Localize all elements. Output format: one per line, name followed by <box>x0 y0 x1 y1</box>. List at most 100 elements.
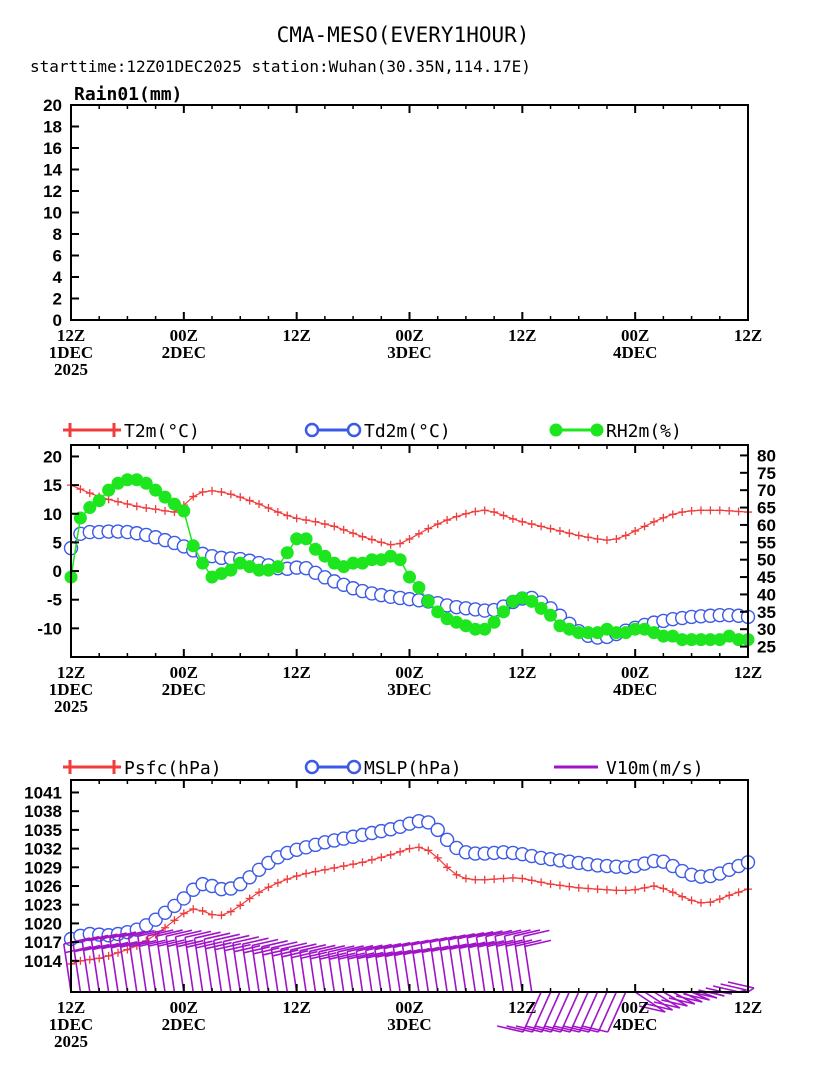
psfc-marker <box>574 883 583 892</box>
rh2m-marker <box>656 629 670 643</box>
rh-y-tick-label: 40 <box>757 585 776 604</box>
t2m-marker <box>631 526 640 535</box>
x-date-label: 3DEC <box>387 343 431 362</box>
wind-barb-flag <box>430 935 457 944</box>
psfc-marker <box>433 853 442 862</box>
t2m-marker <box>255 500 264 509</box>
t2m-marker <box>349 529 358 538</box>
temp-y-tick-label: 15 <box>43 476 62 495</box>
wind-barb-flag <box>638 1005 666 1013</box>
t2m-marker <box>725 506 734 515</box>
chart-title: CMA-MESO(EVERY1HOUR) <box>277 23 530 47</box>
wind-barb-flag <box>515 939 542 947</box>
t2m-marker <box>612 534 621 543</box>
wind-barb-flag <box>271 941 298 949</box>
psfc-marker <box>621 886 630 895</box>
t2m-marker <box>471 507 480 516</box>
wind-barb-flag <box>477 940 505 948</box>
legend-t2m-label: T2m(°C) <box>124 421 200 442</box>
wind-barb-staff <box>569 991 589 1033</box>
press-y-tick-label: 1041 <box>24 783 62 802</box>
legend-td2m: Td2m(°C) <box>304 421 451 442</box>
rh2m-marker <box>403 570 416 584</box>
rh2m-marker <box>544 608 558 622</box>
rh2m-marker <box>393 553 407 567</box>
psfc-marker <box>696 898 705 907</box>
t2m-marker <box>264 504 273 513</box>
legend-psfc-label: Psfc(hPa) <box>124 758 222 779</box>
psfc-marker <box>508 873 517 882</box>
wind-barb-flag <box>439 934 466 942</box>
wind-barb-flag <box>513 929 541 937</box>
rh-y-tick-label: 65 <box>757 499 776 518</box>
psfc-marker <box>668 888 677 897</box>
t2m-marker <box>508 514 517 523</box>
x-year-label: 2025 <box>54 1032 88 1051</box>
wind-barb-flag <box>356 944 383 952</box>
t2m-marker <box>226 490 235 499</box>
wind-barb-flag <box>272 949 299 957</box>
legend-t2m: T2m(°C) <box>63 421 200 442</box>
psfc-marker <box>283 875 292 884</box>
mslp-marker <box>421 815 436 830</box>
psfc-marker <box>226 907 235 916</box>
psfc-marker <box>405 844 414 853</box>
wind-barb-flag <box>214 942 242 951</box>
psfc-marker <box>161 923 170 932</box>
wind-barb-flag <box>129 939 157 948</box>
psfc-marker <box>292 872 301 881</box>
psfc-marker <box>584 884 593 893</box>
wind-barb-flag <box>186 940 213 948</box>
psfc-marker <box>640 883 649 892</box>
wind-barb-flag <box>524 939 552 948</box>
wind-barb-flag <box>646 1003 673 1011</box>
rh2m-marker <box>92 494 106 508</box>
rain-y-tick-label: 2 <box>53 290 62 309</box>
legend-v10m-label: V10m(m/s) <box>606 758 704 779</box>
press-y-tick-label: 1017 <box>24 933 62 952</box>
wind-barb-flag <box>111 941 138 949</box>
wind-barb-flag <box>468 940 495 949</box>
wind-barb-flag <box>337 945 364 953</box>
wind-barb-flag <box>338 952 365 960</box>
psfc-marker <box>189 905 198 914</box>
legend-mslp-circle-icon <box>304 759 320 775</box>
wind-barb-flag <box>205 941 232 950</box>
wind-barb-flag <box>357 951 384 960</box>
t2m-marker <box>405 534 414 543</box>
wind-barb-flag <box>232 936 260 944</box>
t2m-marker <box>339 525 348 534</box>
wind-barb-flag <box>543 1025 571 1033</box>
temp-series-layer <box>63 473 756 647</box>
wind-barb-flag <box>385 949 412 958</box>
t2m-marker <box>236 493 245 502</box>
psfc-marker <box>349 860 358 869</box>
t2m-marker <box>678 508 687 517</box>
psfc-marker <box>179 909 188 918</box>
legend-t2m-plus-icon <box>63 423 121 437</box>
wind-barb-flag <box>281 950 309 958</box>
wind-barb-flag <box>581 1025 608 1033</box>
rh2m-marker <box>675 633 689 647</box>
x-tick-label: 00Z <box>621 326 649 345</box>
legend-psfc: Psfc(hPa) <box>63 758 222 779</box>
press-y-tick-label: 1020 <box>24 914 62 933</box>
x-tick-label: 12Z <box>57 998 85 1017</box>
t2m-marker <box>245 496 254 505</box>
press-y-tick-label: 1032 <box>24 840 62 859</box>
wind-barb-flag <box>157 939 185 947</box>
psfc-marker <box>208 910 217 919</box>
rh2m-marker <box>497 605 511 619</box>
rh2m-marker <box>703 633 717 647</box>
t2m-marker <box>142 504 151 513</box>
x-tick-label: 00Z <box>170 998 198 1017</box>
t2m-marker <box>687 506 696 515</box>
x-year-label: 2025 <box>54 360 88 379</box>
wind-barb-flag <box>139 939 166 948</box>
rh-y-tick-label: 30 <box>757 620 776 639</box>
press-y-tick-label: 1035 <box>24 821 62 840</box>
x-date-label: 1DEC <box>49 1015 93 1034</box>
t2m-marker <box>480 506 489 515</box>
wind-barb-flag <box>384 941 411 950</box>
